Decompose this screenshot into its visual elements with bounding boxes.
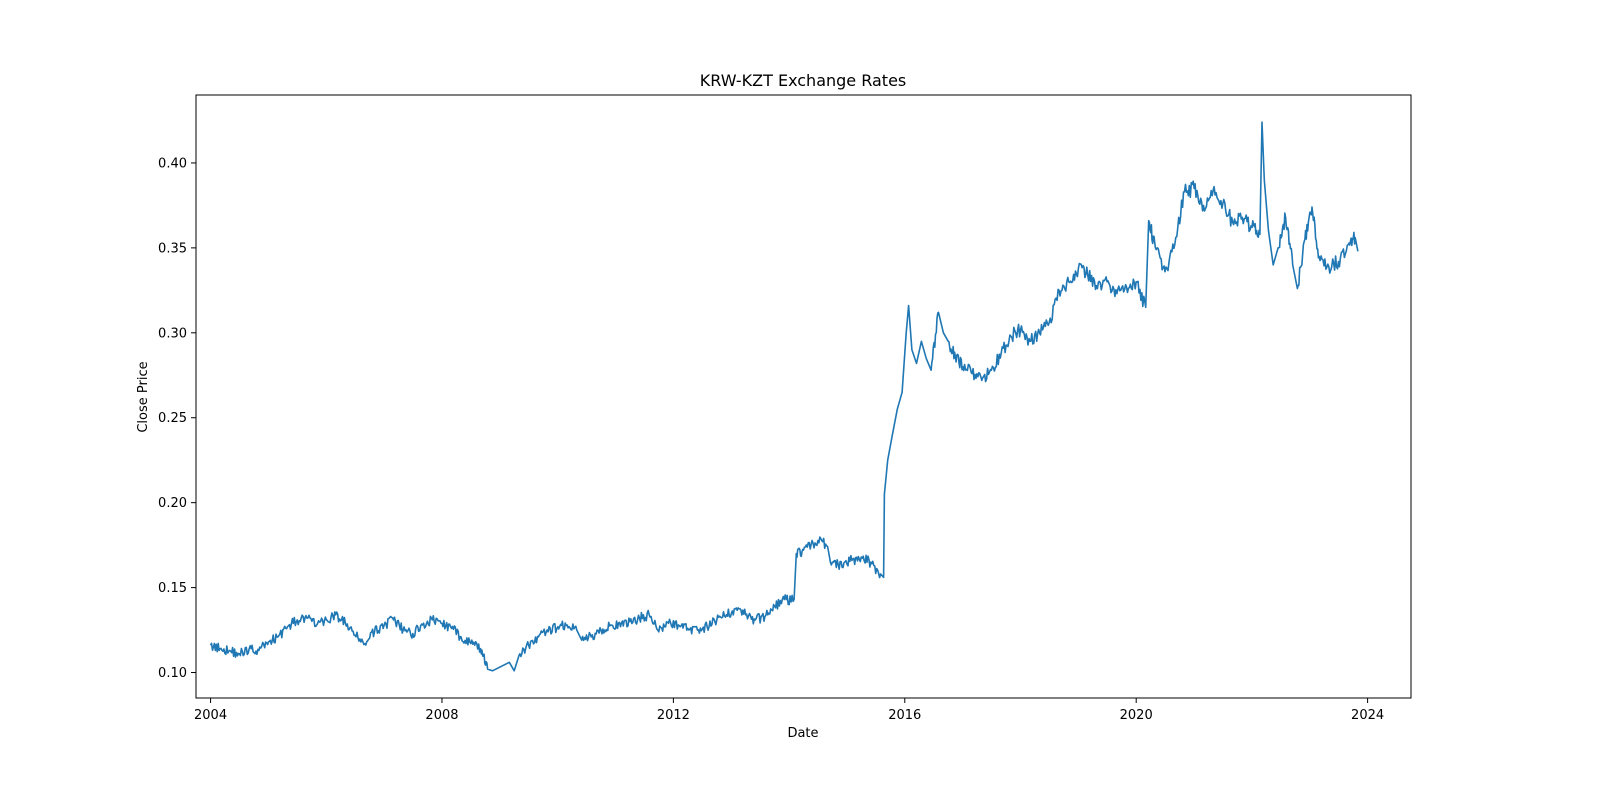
x-tick-label: 2004 — [194, 708, 227, 723]
y-tick-label: 0.10 — [158, 666, 187, 681]
x-tick-label: 2008 — [425, 708, 458, 723]
y-tick-label: 0.15 — [158, 581, 187, 596]
y-axis: 0.10 0.15 0.20 0.25 0.30 0.35 0.40 — [158, 156, 196, 681]
x-tick-label: 2012 — [657, 708, 690, 723]
plot-area — [195, 94, 1412, 699]
x-axis: 2004 2008 2012 2016 2020 2024 — [194, 698, 1384, 723]
x-axis-label: Date — [787, 726, 818, 741]
x-tick-label: 2016 — [888, 708, 921, 723]
y-tick-label: 0.30 — [158, 326, 187, 341]
y-axis-label: Close Price — [136, 361, 151, 432]
y-tick-label: 0.25 — [158, 411, 187, 426]
y-tick-label: 0.35 — [158, 241, 187, 256]
x-tick-label: 2024 — [1351, 708, 1384, 723]
x-tick-label: 2020 — [1120, 708, 1153, 723]
y-tick-label: 0.20 — [158, 496, 187, 511]
y-tick-label: 0.40 — [158, 156, 187, 171]
series-line — [209, 121, 1359, 672]
chart-title: KRW-KZT Exchange Rates — [700, 71, 907, 90]
plot-frame — [195, 94, 1412, 699]
